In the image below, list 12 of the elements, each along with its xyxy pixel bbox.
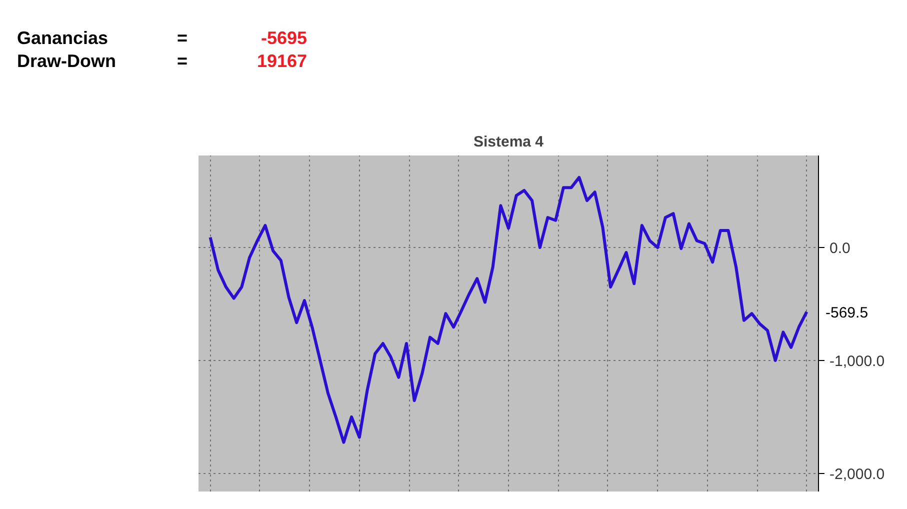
text: -569.5 xyxy=(826,304,868,322)
text: = xyxy=(177,50,189,73)
text: -5695 xyxy=(260,27,307,50)
y-tick-label: -1,000.0 xyxy=(830,352,885,370)
chart-title: Sistema 4 xyxy=(473,134,544,150)
text: Ganancias xyxy=(17,27,110,50)
y-tick-label: 0.0 xyxy=(830,240,850,257)
y-tick-label: -2,000.0 xyxy=(830,466,885,483)
text: = xyxy=(177,27,189,50)
text: Draw-Down xyxy=(17,50,117,73)
text: 19167 xyxy=(256,50,307,73)
line-series xyxy=(208,176,808,444)
